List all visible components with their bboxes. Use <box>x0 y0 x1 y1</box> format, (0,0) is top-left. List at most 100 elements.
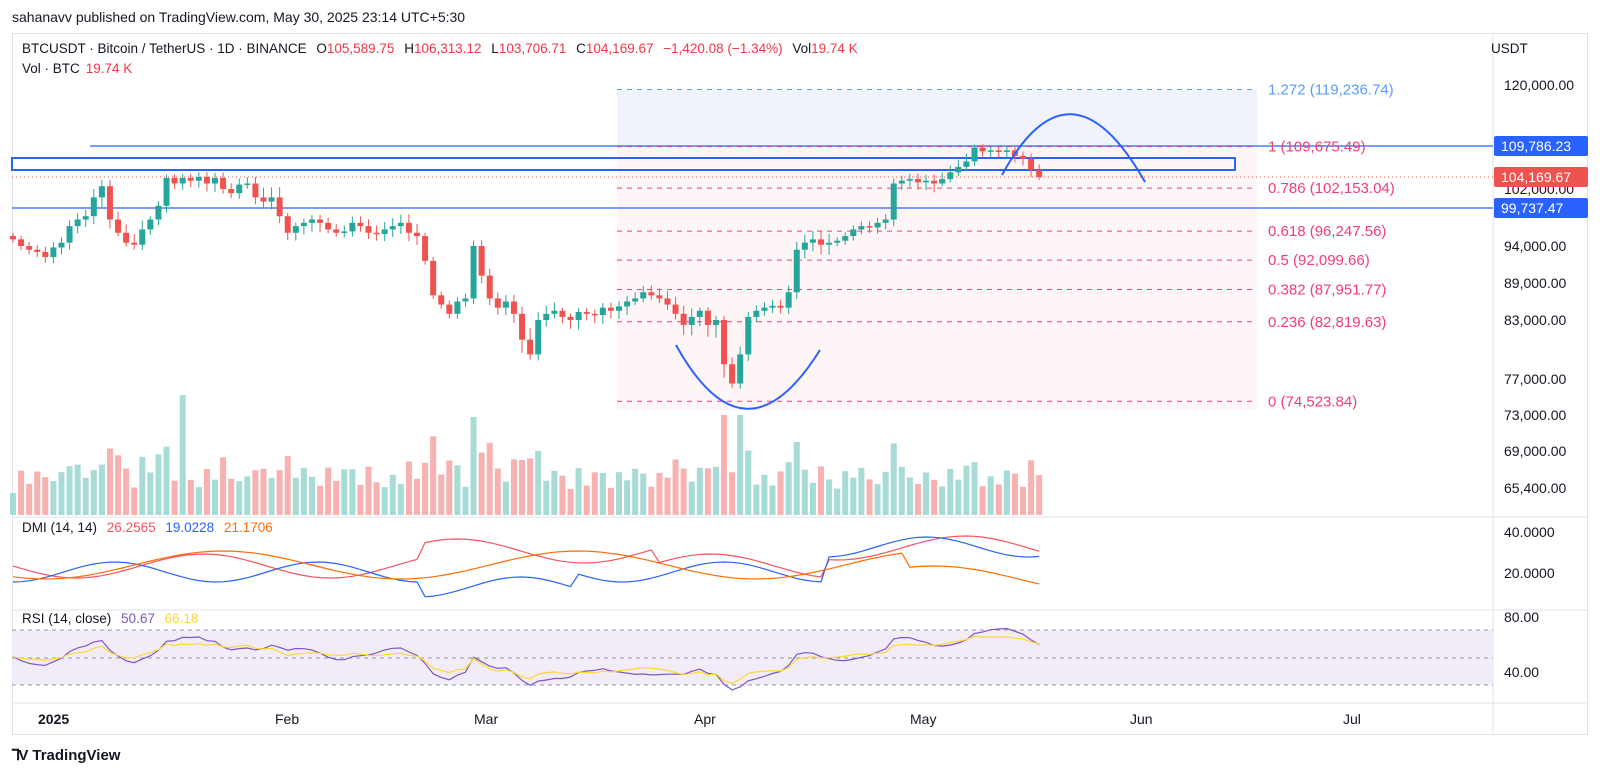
price-badge-text: 109,786.23 <box>1501 138 1571 154</box>
volume-bar <box>405 461 412 515</box>
candle-body <box>947 172 954 180</box>
candle-body <box>987 150 994 152</box>
volume-bar <box>66 466 73 515</box>
rsi-legend[interactable]: RSI (14, close) 50.67 66.18 <box>22 611 198 626</box>
candle-body <box>349 222 356 232</box>
volume-bar <box>486 442 493 515</box>
time-axis-label: Jun <box>1130 711 1153 727</box>
volume-bar <box>276 470 283 515</box>
candle-body <box>761 307 768 311</box>
currency-label[interactable]: USDT <box>1491 41 1528 56</box>
rsi-axis-label: 80.00 <box>1504 609 1539 625</box>
candle-body <box>624 301 631 307</box>
volume-bar <box>123 468 130 515</box>
candle-body <box>583 311 590 314</box>
dmi-label: DMI (14, 14) <box>22 520 98 535</box>
fib-level-label: 1 (109,675.49) <box>1268 139 1366 156</box>
volume-bar <box>874 484 881 515</box>
dmi-legend[interactable]: DMI (14, 14) 26.2565 19.0228 21.1706 <box>22 520 273 535</box>
candle-body <box>1003 150 1010 152</box>
volume-bar <box>850 477 857 515</box>
symbol-legend[interactable]: BTCUSDT · Bitcoin / TetherUS · 1D · BINA… <box>22 41 858 56</box>
candle-body <box>228 189 235 194</box>
candle-body <box>171 177 178 184</box>
candle-body <box>478 246 485 276</box>
candle-body <box>220 177 227 189</box>
candle-body <box>106 186 113 220</box>
candle-body <box>195 176 202 181</box>
fib-level-label: 0.786 (102,153.04) <box>1268 180 1395 197</box>
volume-bar <box>212 479 218 515</box>
candle-body <box>98 186 105 198</box>
price-axis-label: 94,000.00 <box>1504 238 1566 254</box>
candle-body <box>341 231 348 233</box>
dmi-plus-line <box>12 535 1040 579</box>
volume-bar <box>721 415 728 515</box>
high-label: H <box>404 41 414 56</box>
volume-bar <box>131 487 138 515</box>
rsi-line <box>12 627 1040 691</box>
candle-body <box>292 226 299 233</box>
high-value: 106,313.12 <box>413 41 482 56</box>
candle-body <box>842 236 849 241</box>
fib-level-label: 0.5 (92,099.66) <box>1268 252 1370 269</box>
candle-body <box>648 292 655 296</box>
volume-bar <box>381 487 388 515</box>
candle-body <box>826 242 833 245</box>
candle-body <box>1036 169 1043 178</box>
volume-bar <box>58 472 65 515</box>
volume-bar <box>478 452 485 515</box>
volume-bar <box>607 487 614 515</box>
candle-body <box>923 180 930 183</box>
price-axis-label: 65,400.00 <box>1504 480 1566 496</box>
volume-bar <box>858 467 865 515</box>
fib-background-top <box>617 90 1257 146</box>
volume-bar <box>1020 486 1026 515</box>
candle-body <box>34 249 41 252</box>
volume-bar <box>664 477 671 515</box>
candle-body <box>365 226 372 233</box>
volume-bar <box>995 484 1002 515</box>
dmi-adx-line <box>12 550 1040 585</box>
candle-body <box>745 316 752 355</box>
candle-body <box>793 249 800 293</box>
brand-name: TradingView <box>32 746 121 764</box>
volume-bar <box>74 464 81 515</box>
candle-body <box>397 222 404 227</box>
candle-body <box>753 310 760 317</box>
volume-legend[interactable]: Vol · BTC 19.74 K <box>22 61 132 76</box>
volume-bar <box>745 450 752 515</box>
candle-body <box>502 301 509 308</box>
volume-bar <box>220 457 227 515</box>
volume-label: Vol · BTC <box>22 61 80 76</box>
candle-body <box>373 232 380 235</box>
candle-body <box>139 229 146 245</box>
volume-bar <box>163 446 170 515</box>
candle-body <box>422 236 429 261</box>
dmi-plus-value: 26.2565 <box>106 520 156 535</box>
volume-bar <box>688 481 695 515</box>
candle-body <box>381 229 388 235</box>
volume-bar <box>341 469 348 515</box>
volume-bar <box>454 465 461 515</box>
rsi-value: 50.67 <box>121 611 155 626</box>
candle-body <box>131 242 138 245</box>
close-value: 104,169.67 <box>585 41 654 56</box>
volume-bar <box>510 459 517 515</box>
volume-bar <box>357 484 364 515</box>
tradingview-logo[interactable]: ⅂V TradingView <box>12 746 121 765</box>
candle-body <box>179 177 186 184</box>
rsi-ma-line <box>12 635 1040 684</box>
volume-bar <box>1036 474 1043 515</box>
candle-body <box>712 320 719 325</box>
symbol-title: BTCUSDT · Bitcoin / TetherUS · 1D · BINA… <box>22 41 307 56</box>
fib-level-label: 0.236 (82,819.63) <box>1268 314 1386 331</box>
volume-bar <box>575 468 582 515</box>
candle-body <box>357 222 364 227</box>
candle-body <box>187 177 194 181</box>
volume-bar <box>236 481 243 515</box>
price-badge <box>1494 167 1588 188</box>
volume-bar <box>50 481 57 515</box>
volume-value: 19.74 K <box>85 61 133 76</box>
